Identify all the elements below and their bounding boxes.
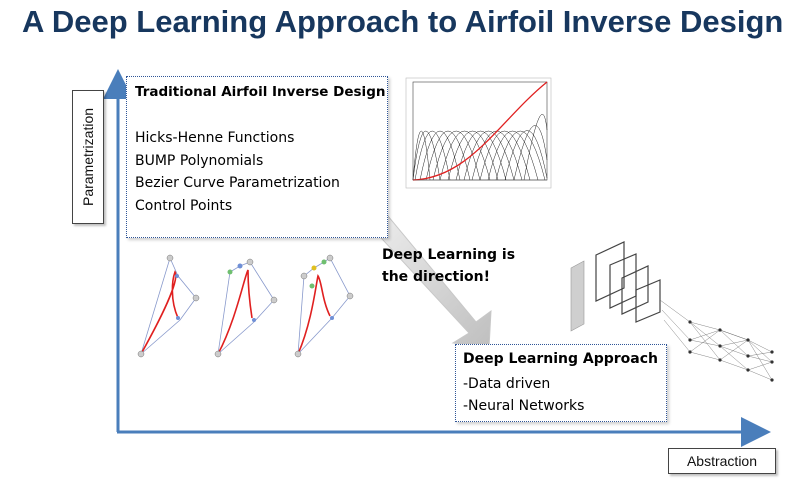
traditional-design-list: Hicks-Henne Functions BUMP Polynomials B… [135,127,340,217]
bezier-figure-2 [214,258,278,358]
list-item: -Neural Networks [463,398,585,414]
bezier-figure-1 [137,254,200,358]
y-axis-label-text: Parametrization [80,107,96,207]
y-axis-label: Parametrization [72,90,104,224]
slide-title: A Deep Learning Approach to Airfoil Inve… [22,4,784,39]
callout-line-2: the direction! [382,269,491,285]
callout-line-1: Deep Learning is [382,247,516,263]
list-item: -Data driven [463,376,551,392]
list-item: BUMP Polynomials [135,152,264,169]
list-item: Control Points [135,197,233,214]
list-item: Hicks-Henne Functions [135,130,295,146]
bezier-figures [132,250,379,378]
traditional-design-title: Traditional Airfoil Inverse Design [135,84,386,100]
axes [103,69,771,447]
traditional-design-box: Traditional Airfoil Inverse Design Hicks… [126,76,388,238]
x-axis-label: Abstraction [668,448,776,474]
neural-network-illustration [570,241,774,382]
deep-learning-box: Deep Learning Approach -Data driven -Neu… [455,344,667,422]
deep-learning-list: -Data driven -Neural Networks [463,373,584,417]
direction-callout: Deep Learning is the direction! [382,244,515,288]
hicks-henne-plot [405,77,552,189]
deep-learning-title: Deep Learning Approach [463,351,659,367]
bezier-figure-3 [294,254,354,358]
list-item: Bezier Curve Parametrization [135,175,340,191]
